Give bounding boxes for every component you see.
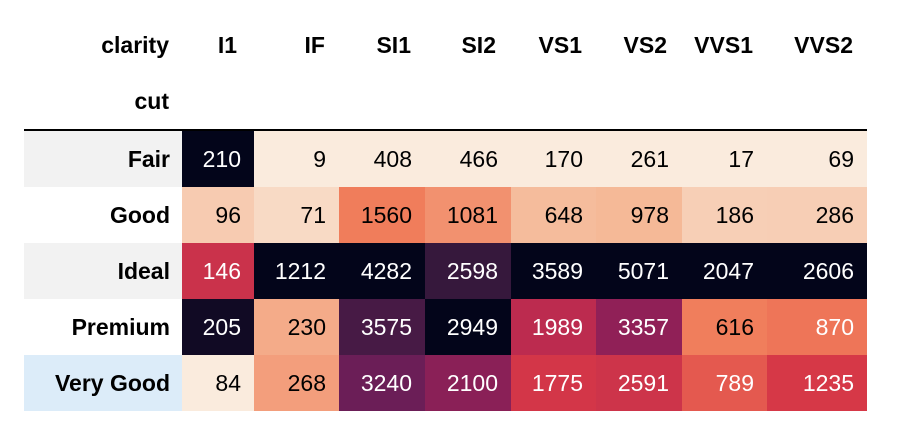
heatmap-cell: 170 (511, 131, 596, 187)
column-header-vvs1: VVS1 (694, 32, 753, 58)
heatmap-cell: 648 (511, 187, 596, 243)
heatmap-cell: 286 (767, 187, 867, 243)
heatmap-cell: 1081 (425, 187, 511, 243)
heatmap-cell: 205 (182, 299, 254, 355)
column-header-i1: I1 (217, 32, 237, 58)
row-header-ideal: Ideal (24, 243, 182, 299)
heatmap-cell: 210 (182, 131, 254, 187)
heatmap-cell: 3240 (339, 355, 425, 411)
heatmap-cell: 408 (339, 131, 425, 187)
column-header-vvs2: VVS2 (794, 32, 853, 58)
heatmap-cell: 3357 (596, 299, 682, 355)
heatmap-cell: 261 (596, 131, 682, 187)
column-header-if: IF (304, 32, 325, 58)
heatmap-cell: 5071 (596, 243, 682, 299)
heatmap-cell: 71 (254, 187, 339, 243)
heatmap-cell: 1235 (767, 355, 867, 411)
heatmap-cell: 1989 (511, 299, 596, 355)
heatmap-cell: 17 (682, 131, 767, 187)
heatmap-cell: 230 (254, 299, 339, 355)
row-header-premium: Premium (24, 299, 182, 355)
heatmap-cell: 3589 (511, 243, 596, 299)
column-header-si1: SI1 (376, 32, 411, 58)
column-axis-name: clarity (101, 32, 169, 58)
heatmap-cell: 616 (682, 299, 767, 355)
column-header-vs2: VS2 (623, 32, 667, 58)
row-axis-name: cut (134, 88, 170, 114)
heatmap-cell: 2606 (767, 243, 867, 299)
heatmap-cell: 186 (682, 187, 767, 243)
heatmap-cell: 1212 (254, 243, 339, 299)
heatmap-cell: 789 (682, 355, 767, 411)
heatmap-cell: 268 (254, 355, 339, 411)
row-header-good: Good (24, 187, 182, 243)
heatmap-cell: 3575 (339, 299, 425, 355)
column-header-vs1: VS1 (538, 32, 582, 58)
heatmap-cell: 69 (767, 131, 867, 187)
heatmap-cell: 2047 (682, 243, 767, 299)
heatmap-cell: 1775 (511, 355, 596, 411)
heatmap-cell: 96 (182, 187, 254, 243)
row-header-very-good: Very Good (24, 355, 182, 411)
column-header-si2: SI2 (461, 32, 496, 58)
heatmap-cell: 84 (182, 355, 254, 411)
heatmap-cell: 146 (182, 243, 254, 299)
heatmap-cell: 466 (425, 131, 511, 187)
row-header-fair: Fair (24, 131, 182, 187)
heatmap-cell: 2591 (596, 355, 682, 411)
heatmap-cell: 4282 (339, 243, 425, 299)
heatmap-cell: 2949 (425, 299, 511, 355)
heatmap-cell: 2100 (425, 355, 511, 411)
heatmap-cell: 1560 (339, 187, 425, 243)
heatmap-cell: 870 (767, 299, 867, 355)
header-divider (24, 129, 867, 131)
heatmap-cell: 9 (254, 131, 339, 187)
heatmap-cell: 978 (596, 187, 682, 243)
heatmap-cell: 2598 (425, 243, 511, 299)
